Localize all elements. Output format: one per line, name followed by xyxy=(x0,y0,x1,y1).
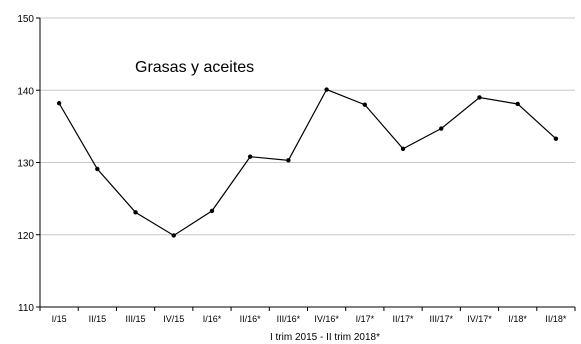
series-layer xyxy=(56,87,559,238)
x-tick-label: II/15 xyxy=(89,314,107,324)
x-tick-label: IV/17* xyxy=(467,314,492,324)
data-point xyxy=(247,154,253,159)
y-tick-label: 140 xyxy=(17,86,34,97)
x-tick-label: I/18* xyxy=(508,314,527,324)
data-point xyxy=(362,102,368,107)
data-point xyxy=(133,210,138,215)
y-tick-label: 110 xyxy=(18,303,34,314)
chart-title: Grasas y aceites xyxy=(135,59,254,76)
x-tick-label: III/15 xyxy=(126,314,146,324)
x-tick-label: II/17* xyxy=(393,314,415,324)
axes xyxy=(36,17,576,311)
x-tick-label: III/16* xyxy=(277,314,301,324)
data-point xyxy=(95,166,100,172)
x-tick-label: II/16* xyxy=(240,314,262,324)
x-tick-label: I/16* xyxy=(203,314,222,324)
series-line xyxy=(58,88,557,237)
labels: 110 120 130 140 150 I/15 II/15 III/15 IV/15 I/16*… xyxy=(17,14,567,324)
x-axis-title: I trim 2015 - II trim 2018* xyxy=(270,332,380,343)
data-point xyxy=(515,101,520,107)
data-point xyxy=(324,87,329,92)
data-point xyxy=(477,95,482,100)
data-point xyxy=(56,101,62,106)
x-tick-label: I/15 xyxy=(52,314,67,324)
y-tick-label: 150 xyxy=(17,14,34,25)
data-point xyxy=(286,158,291,163)
data-point xyxy=(400,146,406,151)
data-point xyxy=(209,208,215,214)
y-tick-label: 120 xyxy=(17,231,34,242)
x-tick-label: III/17* xyxy=(429,314,453,324)
x-tick-label: IV/15 xyxy=(163,314,184,324)
y-tick-label: 130 xyxy=(17,159,34,170)
x-tick-label: IV/16* xyxy=(314,314,339,324)
x-tick-label: II/18* xyxy=(545,314,567,324)
data-point xyxy=(553,136,559,141)
gridlines xyxy=(40,17,575,236)
x-tick-label: I/17* xyxy=(356,314,375,324)
data-point xyxy=(171,233,176,238)
data-point xyxy=(439,126,444,131)
